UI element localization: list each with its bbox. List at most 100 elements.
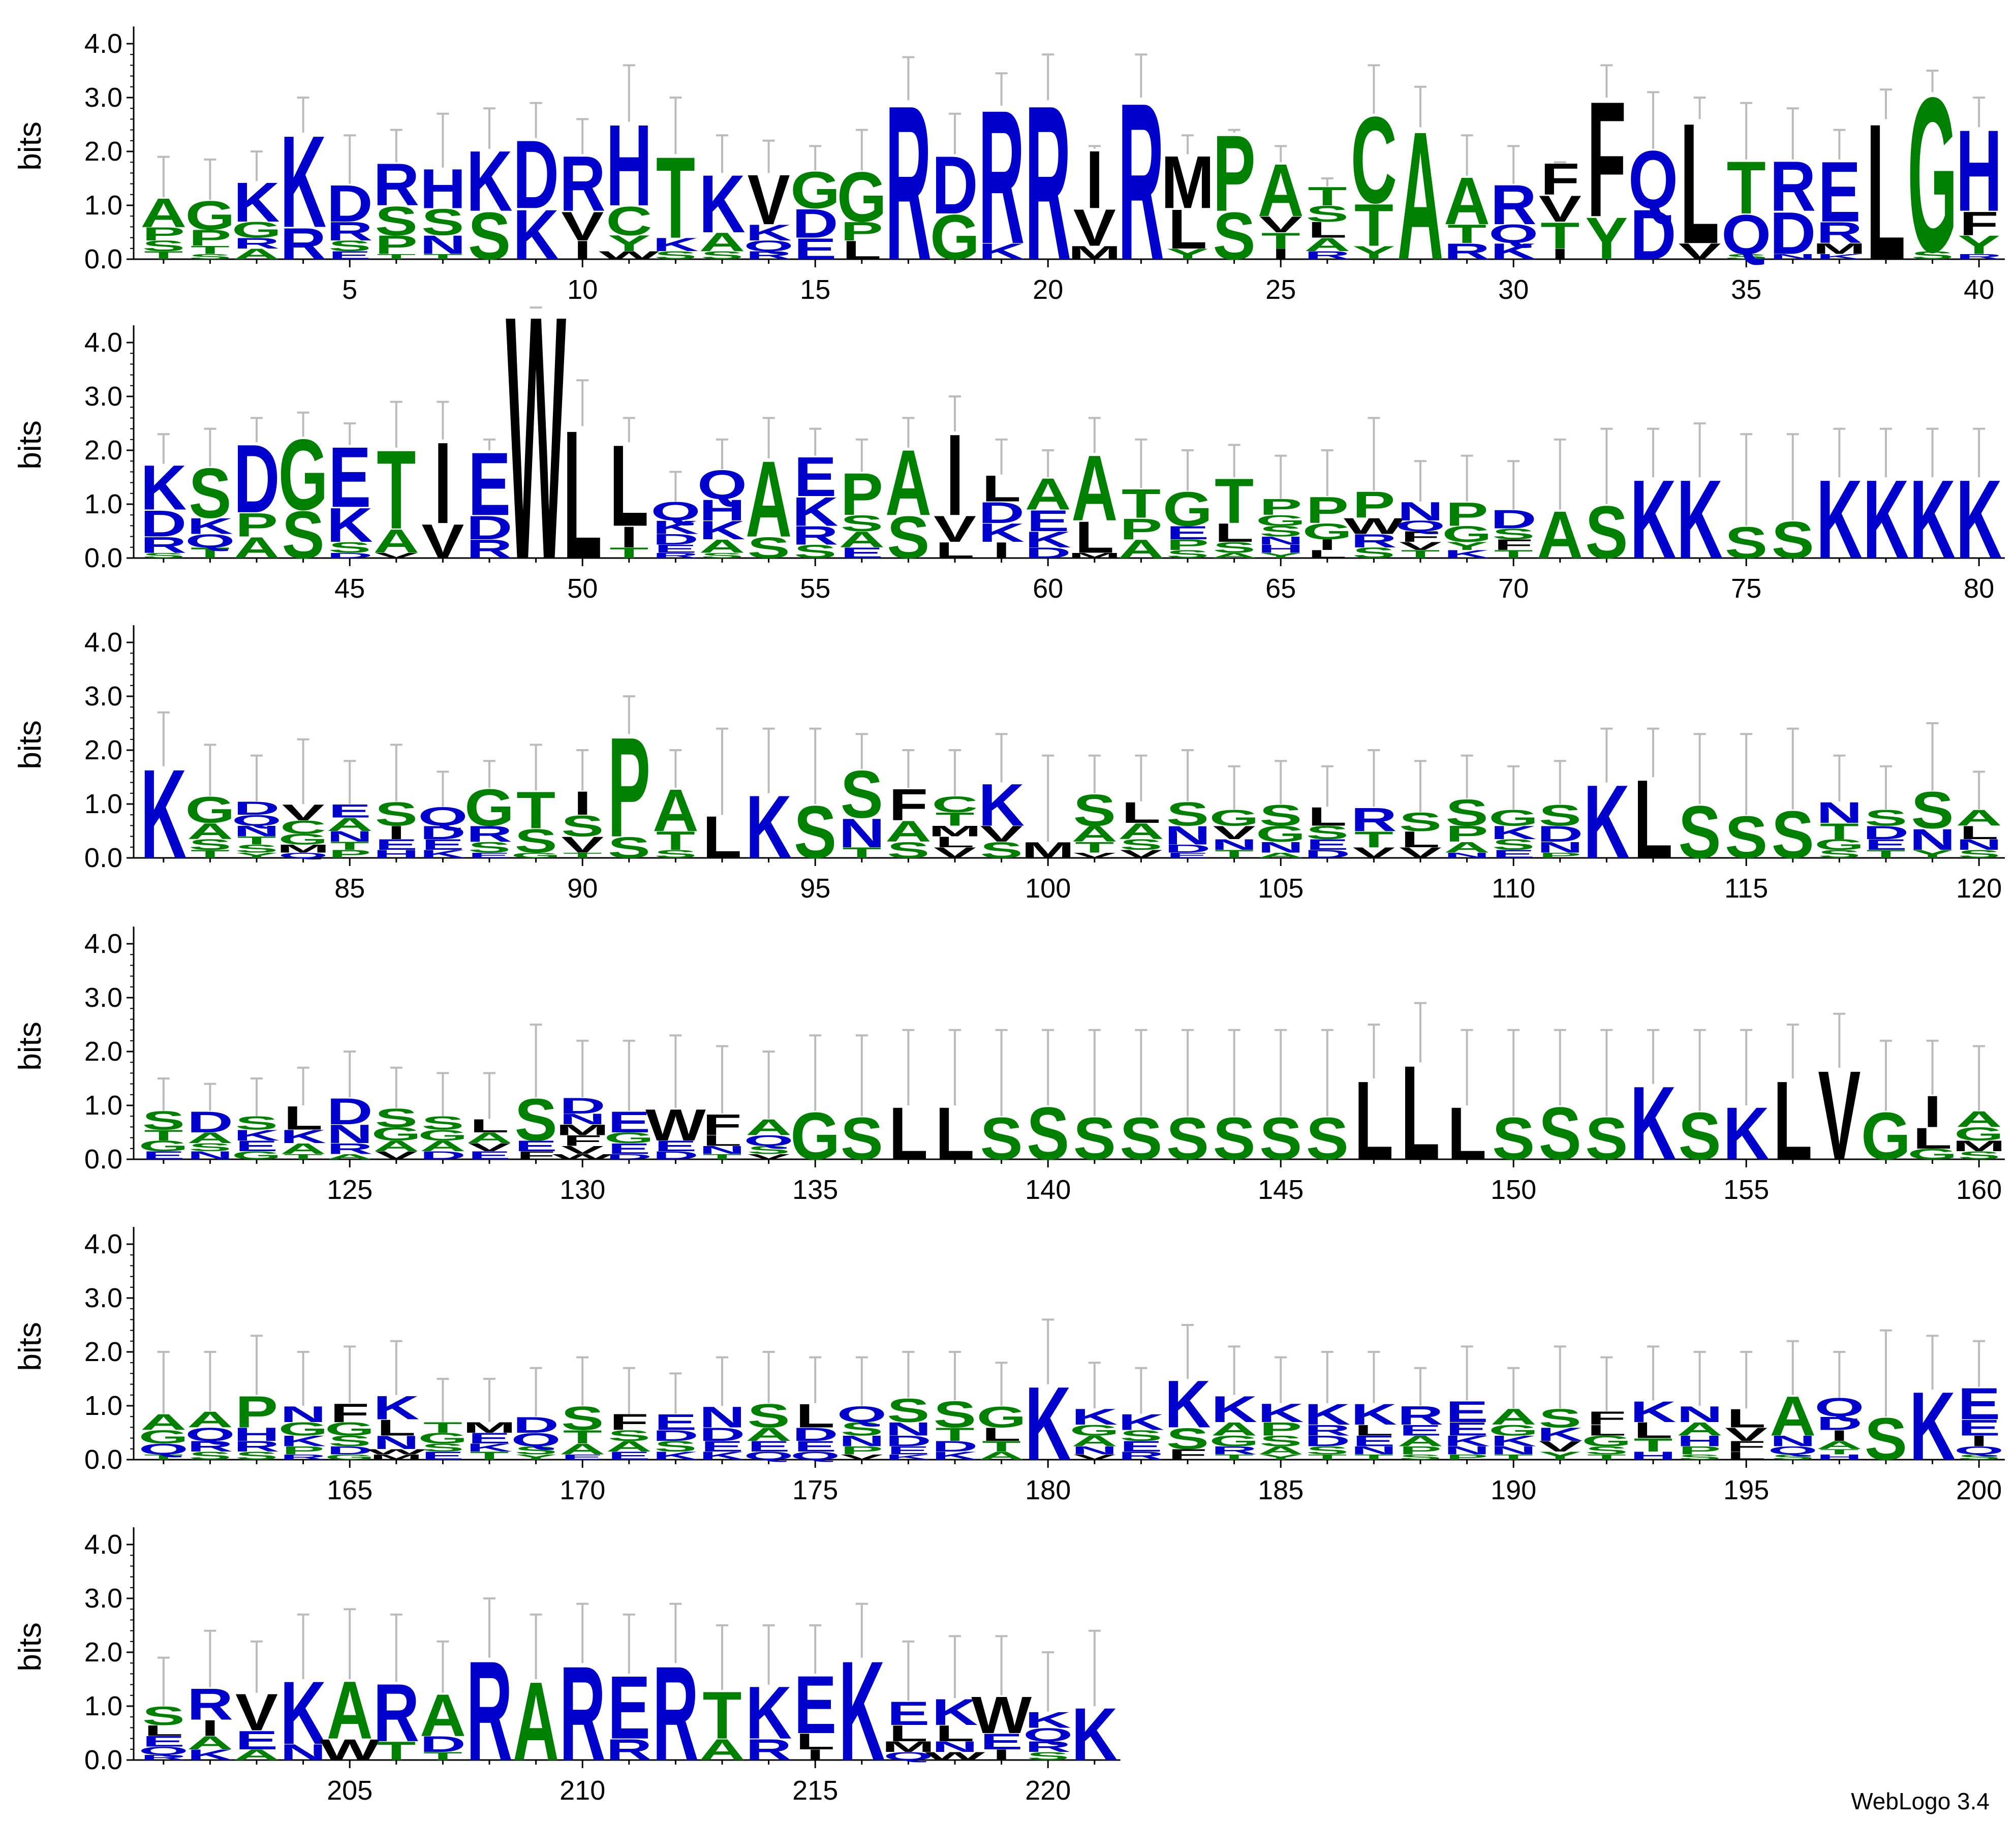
residue-glyph: Y [1352,242,1395,263]
residue-glyph: N [280,1402,326,1427]
residue-glyph: N [699,1400,746,1434]
logo-column-91: SP [608,695,650,867]
residue-glyph: A [467,1130,513,1147]
x-tick-label: 155 [1723,1175,1769,1205]
residue-glyph: V [748,161,790,240]
residue-glyph: N [839,810,885,856]
residue-glyph: S [608,1427,650,1444]
residue-glyph: N [1351,1444,1397,1457]
residue-glyph: S [468,199,511,274]
residue-glyph: A [699,228,746,257]
residue-glyph: P [235,1387,278,1437]
residue-glyph: M [1068,242,1121,263]
residue-glyph: V [1818,1044,1860,1186]
residue-glyph: T [609,545,648,562]
residue-glyph: D [932,139,978,231]
logo-column-48: RDE [467,434,513,564]
residue-glyph: K [1165,1367,1211,1442]
logo-column-207: TDA [420,1640,466,1763]
logo-column-204: NK [280,1613,326,1765]
residue-glyph: K [1537,1424,1583,1445]
logo-column-77: K [1816,427,1863,582]
residue-glyph: S [1958,1453,2000,1461]
residue-glyph: Y [1166,246,1209,263]
residue-glyph: G [1954,1124,2004,1145]
residue-glyph: T [842,845,881,861]
residue-glyph: L [936,1092,975,1176]
residue-glyph: T [1308,1453,1347,1461]
residue-glyph: S [561,1400,604,1437]
logo-column-58: LVI [934,395,976,563]
residue-glyph: K [420,848,466,860]
residue-glyph: V [282,800,325,825]
logo-column-28: A [1398,85,1443,298]
residue-glyph: K [1909,457,1956,582]
logo-column-157: V [1818,1012,1860,1186]
residue-glyph: S [142,1106,185,1135]
residue-glyph: D [420,1149,466,1162]
x-tick-label: 115 [1724,873,1768,904]
y-tick-label: 4.0 [84,929,122,959]
residue-glyph: I [574,785,592,822]
residue-glyph: L [1727,1404,1766,1433]
x-tick-label: 30 [1498,274,1529,305]
residue-glyph: S [1585,1105,1628,1172]
residue-glyph: K [653,517,699,538]
residue-glyph: R [140,533,187,558]
residue-glyph: L [1960,822,1999,843]
y-tick-label: 0.0 [84,244,122,274]
residue-glyph: V [1399,845,1442,861]
residue-glyph: R [1770,147,1816,227]
y-tick-label: 0.0 [84,1745,122,1775]
residue-glyph: E [794,1438,836,1455]
x-tick-label: 45 [334,573,365,604]
residue-glyph: L [1308,218,1347,242]
residue-glyph: T [1867,848,1906,860]
residue-glyph: R [560,1638,606,1788]
residue-glyph: W [925,1750,986,1763]
residue-glyph: S [1213,1105,1256,1172]
residue-glyph: S [1679,1453,1721,1461]
logo-column-211: RE [606,1613,652,1767]
residue-glyph: K [280,1433,326,1449]
residue-glyph: Q [418,802,468,831]
residue-glyph: S [841,1105,883,1172]
residue-glyph: S [1120,837,1162,853]
y-tick-label: 0.0 [84,1144,122,1175]
x-tick-label: 90 [567,873,598,904]
residue-glyph: S [375,1103,418,1132]
residue-glyph: P [1352,484,1395,526]
logo-column-183: FSK [1165,1324,1211,1463]
logo-column-114: S [1679,733,1721,874]
residue-glyph: T [1820,819,1859,844]
residue-glyph: H [1816,1453,1863,1461]
residue-glyph: L [1401,827,1440,852]
residue-glyph: E [468,434,511,534]
residue-glyph: K [1025,527,1071,552]
residue-glyph: R [653,1638,699,1788]
residue-glyph: V [1120,848,1162,860]
residue-glyph: S [980,1105,1023,1172]
residue-glyph: E [887,1695,929,1733]
residue-glyph: S [189,1141,231,1154]
residue-glyph: K [1118,1410,1164,1435]
residue-glyph: I [1924,1087,1941,1137]
residue-glyph: I [946,411,964,540]
residue-glyph: L [1773,1058,1812,1184]
logo-column-10: IVR [560,118,606,265]
residue-glyph: Y [1958,230,2000,259]
residue-glyph: D [467,509,513,547]
